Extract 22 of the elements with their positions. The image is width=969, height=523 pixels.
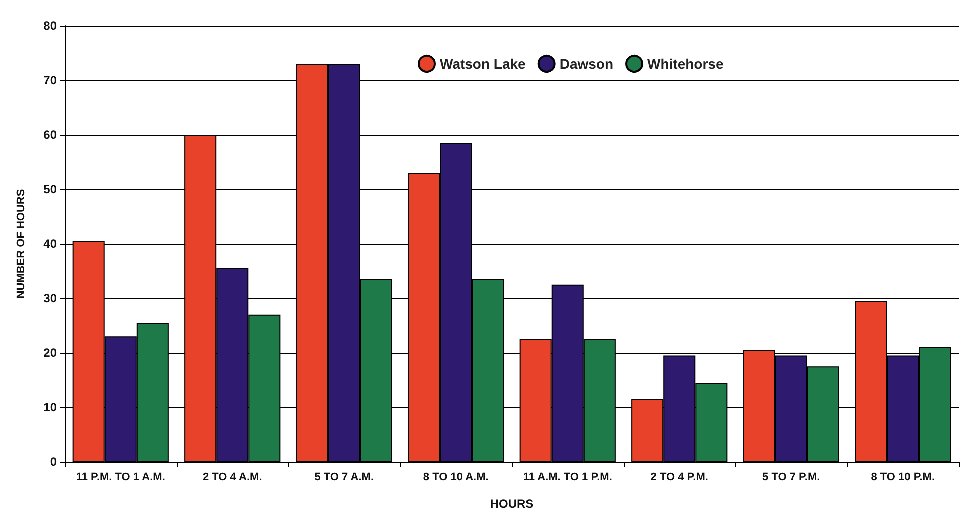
- x-axis-title: HOURS: [490, 497, 534, 511]
- y-tick-label: 50: [44, 182, 58, 196]
- y-tick-label: 60: [44, 128, 58, 142]
- x-tick-label: 8 TO 10 A.M.: [423, 472, 489, 484]
- x-tick-label: 5 TO 7 A.M.: [314, 472, 374, 484]
- y-axis-title: NUMBER OF HOURS: [16, 189, 28, 299]
- x-tick-label: 8 TO 10 P.M.: [871, 472, 936, 484]
- y-tick-label: 30: [44, 292, 58, 306]
- x-tick-label: 11 P.M. TO 1 A.M.: [76, 472, 166, 484]
- y-tick-label: 20: [44, 346, 58, 360]
- x-tick-label: 2 TO 4 P.M.: [650, 472, 708, 484]
- y-tick-label: 70: [44, 74, 58, 88]
- legend-label: Whitehorse: [648, 56, 724, 72]
- legend-label: Dawson: [560, 56, 614, 72]
- x-tick-label: 2 TO 4 A.M.: [202, 472, 262, 484]
- y-tick-label: 10: [44, 400, 58, 414]
- y-tick-label: 40: [44, 237, 58, 251]
- y-tick-label: 0: [50, 455, 58, 469]
- x-tick-label: 5 TO 7 P.M.: [762, 472, 820, 484]
- legend-label: Watson Lake: [440, 56, 526, 72]
- y-tick-label: 80: [44, 19, 58, 33]
- x-tick-label: 11 A.M. TO 1 P.M.: [523, 472, 612, 484]
